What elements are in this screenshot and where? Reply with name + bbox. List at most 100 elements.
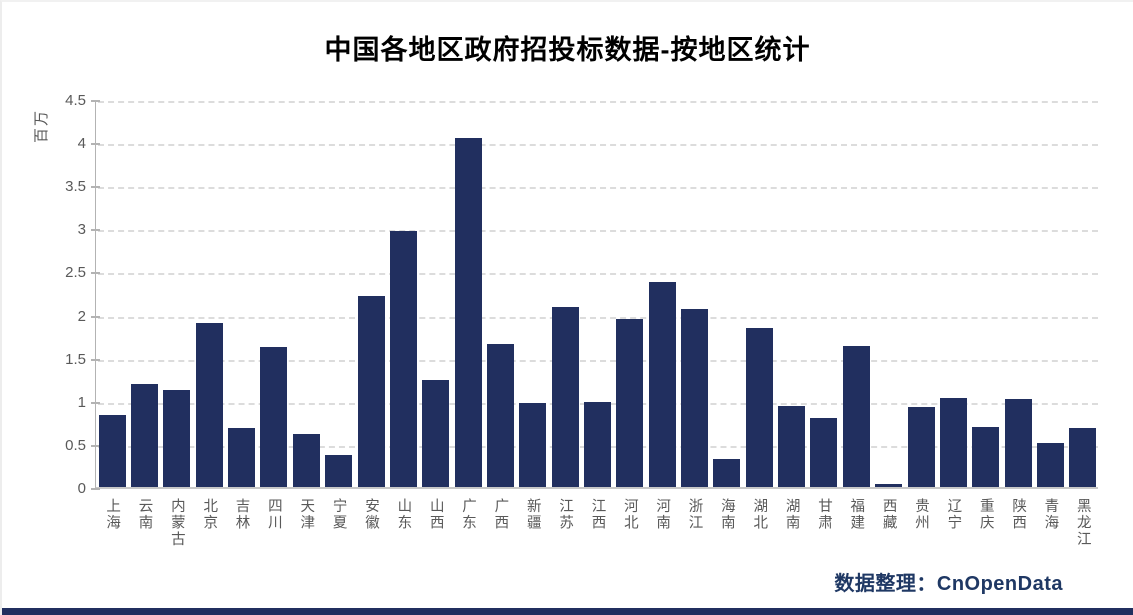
y-axis-tick-mark [91, 401, 100, 404]
bar-青海 [1036, 443, 1064, 487]
x-axis-label-slot: 广西 [483, 498, 515, 531]
x-axis-label: 上海 [104, 498, 121, 531]
x-axis-label: 山东 [395, 498, 412, 531]
x-axis-label-slot: 内蒙古 [160, 498, 192, 548]
x-axis-label-slot: 宁夏 [321, 498, 353, 531]
bar-新疆 [519, 402, 547, 487]
x-axis-label-slot: 上海 [95, 498, 127, 531]
x-axis-label-slot: 吉林 [224, 498, 256, 531]
bar-湖北 [745, 327, 773, 487]
y-axis-tick-label: 3.5 [65, 178, 86, 196]
bar-天津 [292, 434, 320, 487]
bar-江苏 [551, 306, 579, 487]
bar-江西 [584, 401, 611, 487]
bar-四川 [260, 347, 288, 487]
x-axis-label: 湖北 [751, 498, 768, 531]
bar-广西 [486, 343, 514, 487]
x-axis-label-slot: 湖北 [742, 498, 774, 531]
x-axis-label-slot: 山东 [386, 498, 418, 531]
x-axis-label-slot: 天津 [289, 498, 321, 531]
bar-甘肃 [810, 418, 838, 487]
bar-北京 [195, 323, 223, 487]
x-axis-label-slot: 河北 [613, 498, 645, 531]
x-axis-label: 北京 [201, 498, 218, 531]
y-axis-tick-mark [91, 100, 100, 102]
bar-河北 [616, 318, 644, 487]
x-axis-label-slot: 安徽 [354, 498, 386, 531]
bar-河南 [648, 281, 676, 487]
x-axis-label: 广西 [492, 498, 509, 531]
x-axis-label-slot: 河南 [645, 498, 677, 531]
x-axis-label-slot: 广东 [451, 498, 483, 531]
x-axis-label-slot: 福建 [839, 498, 871, 531]
x-axis-label: 新疆 [524, 498, 541, 531]
x-axis-label: 海南 [718, 498, 735, 531]
x-axis-label: 安徽 [362, 498, 379, 531]
data-source-credit: 数据整理：CnOpenData [834, 573, 1063, 595]
y-axis-tick-mark [91, 444, 100, 447]
y-axis-tick-mark [91, 143, 100, 146]
x-axis-label-slot: 四川 [257, 498, 289, 531]
x-axis-label-slot: 江西 [580, 498, 612, 531]
x-axis-label: 陕西 [1010, 498, 1027, 531]
x-axis-label-slot: 贵州 [904, 498, 936, 531]
bottom-accent-bar [2, 608, 1133, 615]
x-axis-label: 甘肃 [815, 498, 832, 531]
y-axis-tick-label: 4.5 [65, 92, 86, 109]
y-axis-tick-mark [91, 488, 100, 490]
x-axis-label: 西藏 [880, 498, 897, 531]
x-axis-label-slot: 辽宁 [936, 498, 968, 531]
bar-山东 [389, 230, 417, 487]
x-axis-labels: 上海 云南 内蒙古 北京 吉林 四川 天津 宁夏 安徽 山东 山西 广东 广西 新疆 江苏 江西 河北 河南 浙江海… [95, 498, 1098, 570]
x-axis-label: 广东 [460, 498, 477, 531]
y-axis-tick-label: 1.5 [65, 350, 86, 368]
x-axis-label-slot: 黑龙江 [1066, 498, 1098, 548]
plot-area [91, 100, 1098, 490]
gridline [98, 273, 1098, 276]
x-axis-label-slot: 北京 [192, 498, 224, 531]
gridline [98, 359, 1098, 362]
x-axis-label: 青海 [1042, 498, 1059, 531]
y-axis-tick-mark [91, 358, 100, 361]
bar-浙江 [681, 308, 709, 487]
x-axis-label: 江苏 [557, 498, 574, 531]
x-axis-label: 天津 [298, 498, 315, 531]
x-axis-label-slot: 西藏 [872, 498, 904, 531]
x-axis-label: 内蒙古 [168, 498, 185, 548]
bar-重庆 [972, 426, 1000, 487]
x-axis-label-slot: 山西 [419, 498, 451, 531]
bar-湖南 [778, 405, 806, 487]
bar-陕西 [1004, 399, 1032, 487]
x-axis-label-slot: 浙江 [677, 498, 709, 531]
x-axis-label-slot: 海南 [710, 498, 742, 531]
y-axis-tick-label: 4 [77, 135, 86, 153]
gridline [98, 230, 1098, 233]
x-axis-label: 吉林 [233, 498, 250, 531]
y-axis-tick-label: 3 [77, 221, 86, 239]
bar-辽宁 [939, 398, 967, 487]
bar-宁夏 [325, 455, 353, 487]
x-axis-label-slot: 湖南 [774, 498, 806, 531]
x-axis-label-slot: 云南 [127, 498, 159, 531]
x-axis-label-slot: 重庆 [969, 498, 1001, 531]
x-axis-label: 河南 [654, 498, 671, 531]
x-axis-label: 河北 [621, 498, 638, 531]
x-axis-label: 四川 [265, 498, 282, 531]
x-axis-label-slot: 青海 [1033, 498, 1065, 531]
y-axis-tick-mark [91, 272, 100, 275]
bar-山西 [422, 380, 450, 487]
y-axis-tick-label: 0 [77, 480, 86, 497]
x-axis-label-slot: 江苏 [548, 498, 580, 531]
x-axis-label: 云南 [136, 498, 153, 531]
bar-西藏 [875, 484, 903, 487]
x-axis-label: 浙江 [686, 498, 703, 531]
x-axis-label: 山西 [427, 498, 444, 531]
x-axis-label: 黑龙江 [1074, 498, 1091, 548]
y-axis-tick-label: 2.5 [65, 264, 86, 282]
bar-黑龙江 [1069, 428, 1097, 487]
bar-上海 [98, 415, 126, 487]
chart-title: 中国各地区政府招投标数据-按地区统计 [324, 35, 811, 65]
bar-广东 [454, 137, 482, 487]
x-axis-label: 福建 [848, 498, 865, 531]
